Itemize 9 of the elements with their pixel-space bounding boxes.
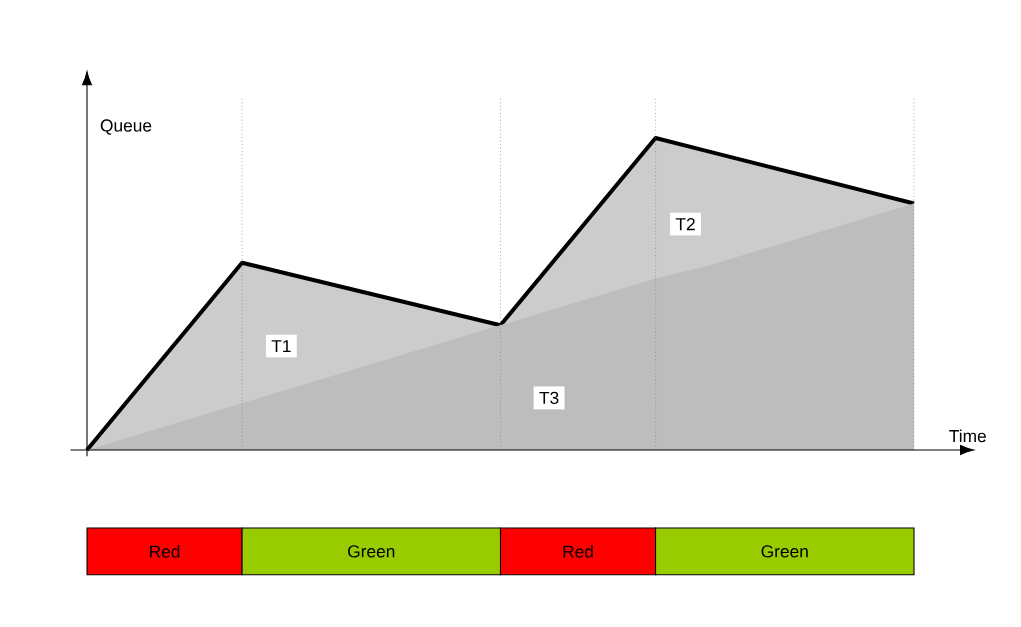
text: Green xyxy=(348,545,395,558)
text: Red xyxy=(563,545,593,558)
annotation: T1 xyxy=(271,340,291,353)
annotation: T3 xyxy=(539,391,559,405)
annotation: T2 xyxy=(675,218,695,231)
x-axis-title: Time xyxy=(949,429,986,443)
text: Green xyxy=(761,545,808,558)
text: Red xyxy=(150,545,180,558)
y-axis-title: Queue xyxy=(100,119,152,135)
